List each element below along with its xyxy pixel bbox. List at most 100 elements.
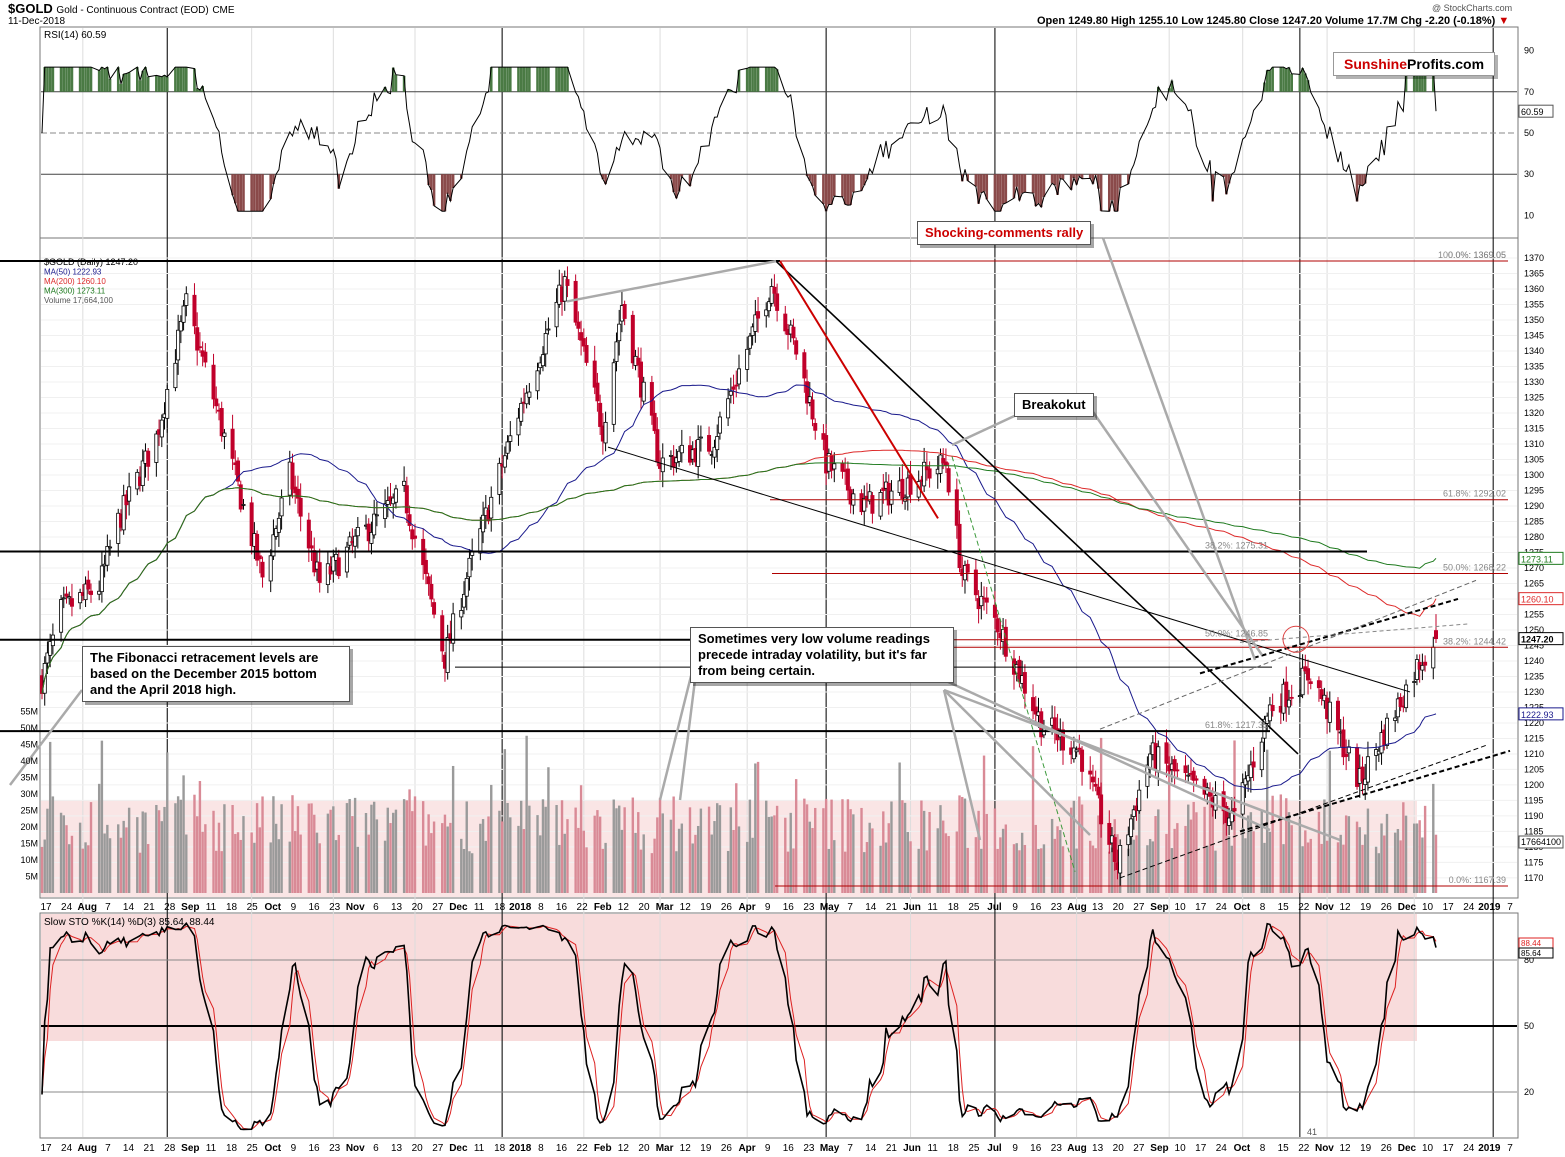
- candle-body: [99, 565, 104, 593]
- callout-pointer: [1091, 411, 1264, 656]
- volume-bar: [449, 822, 452, 893]
- candle-body: [464, 578, 469, 597]
- volume-bar: [432, 821, 436, 893]
- candle-body: [64, 593, 69, 597]
- volume-bar: [78, 822, 82, 893]
- price-tick-label: 1290: [1524, 501, 1544, 511]
- candle-body: [1286, 699, 1291, 708]
- volume-bar: [1069, 807, 1073, 893]
- downtrend-line-black: [775, 260, 1299, 755]
- candle-body: [336, 557, 341, 577]
- volume-bar: [675, 851, 678, 893]
- x-axis-label-bottom: 8: [538, 1143, 544, 1154]
- volume-bar: [157, 810, 161, 893]
- volume-bar: [68, 844, 71, 893]
- volume-bar: [1290, 825, 1293, 893]
- volume-bar: [1059, 829, 1062, 893]
- candle-body: [1232, 808, 1237, 812]
- candle-body: [992, 604, 997, 618]
- candle-body: [1360, 766, 1365, 782]
- volume-bar: [691, 843, 694, 893]
- rsi-tick-label: 30: [1524, 169, 1534, 179]
- volume-bar: [215, 850, 218, 893]
- volume-bar: [955, 831, 959, 893]
- volume-bar: [1040, 848, 1043, 893]
- volume-bar: [313, 814, 316, 893]
- candle-body: [565, 279, 570, 286]
- candle-body: [1344, 753, 1349, 757]
- volume-bar: [827, 848, 831, 893]
- volume-bar: [805, 804, 809, 893]
- volume-bar: [1279, 794, 1283, 893]
- candle-body: [184, 293, 189, 306]
- candle-body: [889, 490, 894, 505]
- volume-bar: [1320, 843, 1323, 893]
- candle-body: [1431, 646, 1436, 669]
- price-tick-label: 1205: [1524, 764, 1544, 774]
- x-axis-label: 14: [123, 902, 135, 913]
- volume-bar: [87, 845, 90, 893]
- volume-bar: [468, 851, 471, 893]
- x-axis-label-bottom: 11: [206, 1143, 217, 1154]
- x-axis-label: 21: [144, 902, 156, 913]
- watermark: @ StockCharts.com: [1432, 3, 1513, 13]
- volume-bar: [337, 834, 340, 893]
- candle-body: [429, 583, 434, 600]
- volume-bar: [1342, 844, 1345, 893]
- volume-tick-label: 40M: [20, 756, 38, 766]
- x-axis-label-bottom: Mar: [656, 1143, 674, 1154]
- volume-bar: [242, 816, 245, 893]
- volume-bar: [1347, 816, 1351, 893]
- x-axis-label: 12: [1339, 902, 1351, 913]
- volume-bar: [615, 808, 618, 893]
- candle-body: [696, 439, 701, 467]
- volume-bar: [223, 804, 226, 893]
- volume-bar: [1336, 842, 1340, 893]
- x-axis-label-bottom: 15: [1278, 1143, 1290, 1154]
- candle-body: [881, 487, 886, 491]
- volume-bar: [718, 805, 722, 893]
- candle-body: [295, 488, 300, 499]
- candle-body: [979, 595, 984, 607]
- candle-body: [413, 535, 418, 539]
- volume-bar: [179, 799, 183, 893]
- x-axis-label-bottom: 19: [700, 1143, 712, 1154]
- volume-bar: [487, 816, 490, 893]
- x-axis-label: 16: [783, 902, 795, 913]
- price-legend-entry: MA(300) 1273.11: [44, 287, 106, 296]
- x-axis-label: 18: [226, 902, 238, 913]
- x-axis-label: 24: [1216, 902, 1228, 913]
- x-axis-label: 7: [847, 902, 853, 913]
- volume-bar: [808, 821, 811, 893]
- x-axis-label: 8: [1260, 902, 1266, 913]
- volume-bar: [424, 845, 428, 893]
- volume-bar: [62, 815, 65, 893]
- volume-bar: [1135, 835, 1138, 893]
- volume-bar: [1091, 845, 1095, 893]
- candle-body: [941, 458, 946, 464]
- candle-body: [630, 314, 635, 364]
- price-tick-label: 1335: [1524, 362, 1544, 372]
- volume-bar: [618, 805, 621, 893]
- volume-bar: [490, 784, 493, 893]
- candle-body: [1243, 778, 1248, 786]
- fib-level-label: 61.8%: 1217.35: [1205, 720, 1268, 730]
- price-tick-label: 1220: [1524, 718, 1544, 728]
- volume-bar: [1023, 844, 1027, 893]
- volume-bar: [1214, 850, 1217, 893]
- volume-bar: [411, 811, 414, 893]
- volume-bar: [672, 796, 675, 893]
- volume-bar: [794, 779, 798, 893]
- ticker-symbol: $GOLD: [8, 1, 53, 16]
- candle-body: [1319, 689, 1324, 700]
- logo-part2: Profits.com: [1407, 56, 1485, 72]
- rsi-tick-label: 50: [1524, 128, 1534, 138]
- x-axis-label-bottom: Oct: [264, 1143, 281, 1154]
- x-axis-label-bottom: 18: [948, 1143, 960, 1154]
- sunshine-profits-logo[interactable]: SunshineProfits.com: [1333, 52, 1495, 76]
- candle-body: [1384, 717, 1389, 746]
- ma50-tag: 1222.93: [1521, 710, 1554, 720]
- candle-body: [598, 402, 603, 427]
- candle-body: [59, 599, 64, 633]
- sto-legend: Slow STO %K(14) %D(3) 85.64, 88.44: [44, 917, 215, 928]
